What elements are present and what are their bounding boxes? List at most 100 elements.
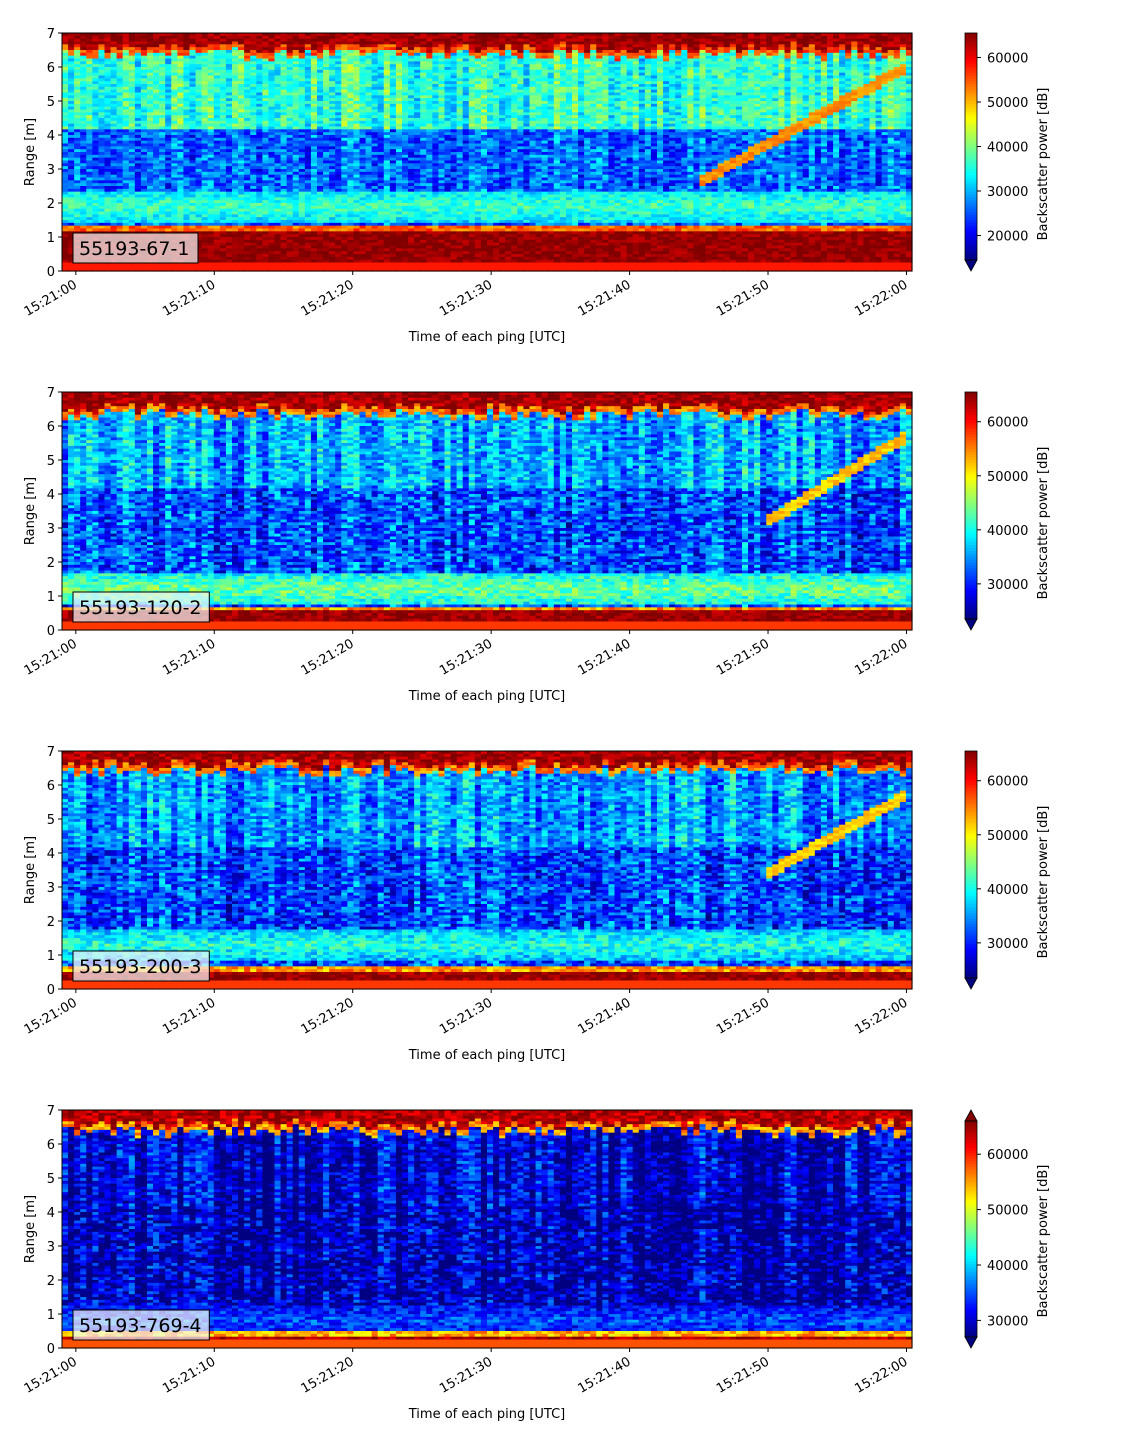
x-tick-label: 15:21:00 [22, 1354, 80, 1396]
y-tick-label: 6 [47, 1138, 55, 1153]
y-tick-label: 7 [47, 386, 55, 401]
x-tick-label: 15:21:20 [299, 1354, 357, 1396]
y-tick-label: 1 [47, 231, 55, 246]
x-tick-label: 15:21:00 [22, 277, 80, 319]
y-tick-label: 3 [47, 1240, 55, 1255]
colorbar-tick-label: 40000 [987, 1259, 1028, 1274]
y-tick-label: 3 [47, 522, 55, 537]
x-tick-label: 15:21:20 [299, 636, 357, 678]
y-tick-label: 7 [47, 745, 55, 760]
y-tick-label: 7 [47, 27, 55, 42]
y-tick-label: 4 [47, 129, 55, 144]
colorbar-tick-label: 50000 [987, 1204, 1028, 1219]
x-tick-label: 15:21:30 [437, 995, 495, 1037]
colorbar-tick-label: 50000 [987, 829, 1028, 844]
panel-label: 55193-67-1 [79, 238, 189, 260]
x-tick-label: 15:21:30 [437, 1354, 495, 1396]
panel-label-box: 55193-200-3 [73, 951, 209, 981]
echogram-panel-1: 0 1 2 3 4 5 6 7 15:21:00 15:21:10 15:21:20 15:21:30… [22, 27, 1051, 345]
x-tick-label: 15:21:30 [437, 277, 495, 319]
x-tick-label: 15:21:40 [576, 277, 634, 319]
x-tick-label: 15:21:10 [160, 277, 218, 319]
panel-label: 55193-200-3 [79, 956, 202, 978]
x-tick-label: 15:21:50 [714, 1354, 772, 1396]
y-tick-label: 2 [47, 1274, 55, 1289]
panel-label: 55193-769-4 [79, 1315, 202, 1337]
colorbar-tick-label: 30000 [987, 185, 1028, 200]
x-tick-label: 15:21:10 [160, 995, 218, 1037]
colorbar-tick-label: 30000 [987, 578, 1028, 593]
x-tick-label: 15:22:00 [852, 636, 910, 678]
colorbar-tick-label: 40000 [987, 524, 1028, 539]
y-tick-label: 2 [47, 197, 55, 212]
y-tick-label: 0 [47, 1342, 55, 1357]
y-tick-label: 5 [47, 454, 55, 469]
x-tick-label: 15:21:20 [299, 277, 357, 319]
colorbar-tick-label: 60000 [987, 51, 1028, 66]
x-tick-label: 15:21:50 [714, 277, 772, 319]
colorbar-label: Backscatter power [dB] [1036, 447, 1051, 600]
y-tick-label: 0 [47, 265, 55, 280]
colorbar-tick-label: 20000 [987, 230, 1028, 245]
x-axis-label: Time of each ping [UTC] [408, 689, 566, 704]
panel-label-box: 55193-67-1 [73, 233, 198, 263]
y-tick-label: 2 [47, 556, 55, 571]
y-tick-label: 6 [47, 61, 55, 76]
y-axis-label: Range [m] [23, 1195, 38, 1263]
x-tick-label: 15:21:00 [22, 995, 80, 1037]
colorbar-tick-label: 40000 [987, 883, 1028, 898]
x-axis-label: Time of each ping [UTC] [408, 1048, 566, 1063]
colorbar: 30000 40000 50000 60000 Backscatter power [d… [965, 392, 1051, 630]
colorbar-tick-label: 50000 [987, 96, 1028, 111]
x-tick-label: 15:21:50 [714, 636, 772, 678]
panel-label-box: 55193-120-2 [73, 592, 209, 622]
x-tick-label: 15:21:20 [299, 995, 357, 1037]
x-tick-label: 15:21:10 [160, 1354, 218, 1396]
colorbar-tick-label: 40000 [987, 141, 1028, 156]
y-axis-label: Range [m] [23, 477, 38, 545]
y-tick-label: 1 [47, 949, 55, 964]
y-tick-label: 6 [47, 420, 55, 435]
y-tick-label: 2 [47, 915, 55, 930]
x-tick-label: 15:21:30 [437, 636, 495, 678]
colorbar-tick-label: 60000 [987, 1148, 1028, 1163]
x-tick-label: 15:21:00 [22, 636, 80, 678]
y-tick-label: 4 [47, 1206, 55, 1221]
x-tick-label: 15:21:50 [714, 995, 772, 1037]
y-tick-label: 5 [47, 1172, 55, 1187]
x-tick-label: 15:21:40 [576, 636, 634, 678]
colorbar-label: Backscatter power [dB] [1036, 88, 1051, 241]
panel-label-box: 55193-769-4 [73, 1310, 209, 1340]
x-tick-label: 15:22:00 [852, 1354, 910, 1396]
colorbar-tick-label: 60000 [987, 416, 1028, 431]
x-tick-label: 15:22:00 [852, 995, 910, 1037]
colorbar-tick-label: 50000 [987, 470, 1028, 485]
x-tick-label: 15:21:40 [576, 1354, 634, 1396]
y-tick-label: 3 [47, 881, 55, 896]
y-axis-label: Range [m] [23, 118, 38, 186]
y-tick-label: 6 [47, 779, 55, 794]
y-tick-label: 7 [47, 1104, 55, 1119]
y-tick-label: 1 [47, 590, 55, 605]
y-tick-label: 3 [47, 163, 55, 178]
colorbar-label: Backscatter power [dB] [1036, 806, 1051, 959]
colorbar-label: Backscatter power [dB] [1036, 1165, 1051, 1318]
colorbar: 30000 40000 50000 60000 Backscatter power [d… [965, 751, 1051, 989]
x-axis-label: Time of each ping [UTC] [408, 330, 566, 345]
y-axis-label: Range [m] [23, 836, 38, 904]
y-tick-label: 5 [47, 95, 55, 110]
x-tick-label: 15:21:10 [160, 636, 218, 678]
y-tick-label: 0 [47, 624, 55, 639]
x-tick-label: 15:22:00 [852, 277, 910, 319]
panel-label: 55193-120-2 [79, 597, 202, 619]
y-tick-label: 0 [47, 983, 55, 998]
x-tick-label: 15:21:40 [576, 995, 634, 1037]
x-axis-label: Time of each ping [UTC] [408, 1407, 566, 1422]
colorbar-tick-label: 60000 [987, 775, 1028, 790]
colorbar-tick-label: 30000 [987, 937, 1028, 952]
